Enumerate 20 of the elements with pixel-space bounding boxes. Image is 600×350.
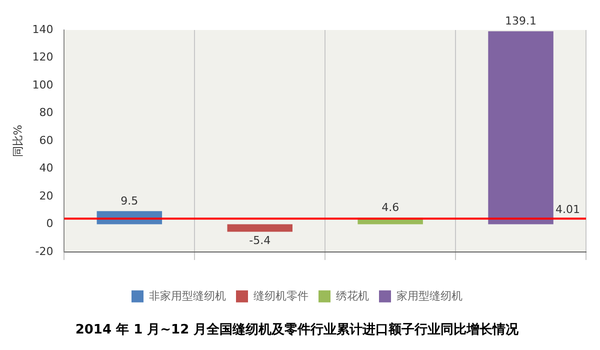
- y-tick-label: 140: [32, 22, 54, 36]
- y-tick-label: 20: [39, 189, 54, 202]
- legend-label: 绣花机: [336, 289, 369, 302]
- text: 2014 年 1 月~12 月全国缝纫机及零件行业累计进口额子行业同比增长情况: [75, 322, 520, 338]
- ref-line-label: 4.01: [556, 203, 580, 216]
- y-tick-label: 100: [32, 78, 54, 92]
- y-tick-label: 0: [46, 217, 54, 230]
- data-label: 9.5: [120, 194, 138, 208]
- data-label: 4.6: [382, 201, 400, 214]
- y-axis-title: 同比%: [11, 124, 24, 158]
- legend-label: 家用型缝纫机: [396, 289, 462, 302]
- data-label: -5.4: [249, 234, 271, 248]
- legend-label: 缝纫机零件: [254, 289, 308, 302]
- legend-label: 非家用型缝纫机: [149, 289, 226, 302]
- y-tick-label: -20: [35, 244, 54, 258]
- y-tick-label: 80: [39, 106, 54, 120]
- data-label: 139.1: [505, 14, 537, 28]
- y-tick-label: 40: [39, 162, 54, 175]
- y-tick-label: 60: [39, 134, 54, 147]
- y-tick-label: 120: [32, 50, 54, 64]
